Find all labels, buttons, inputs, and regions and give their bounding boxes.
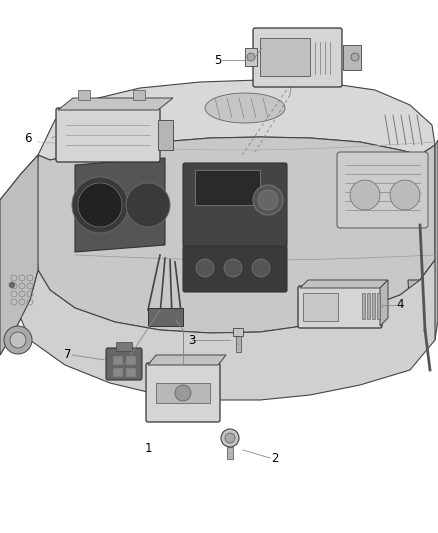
Polygon shape — [0, 155, 38, 355]
Bar — [362, 293, 365, 319]
Circle shape — [196, 259, 214, 277]
Circle shape — [351, 53, 359, 61]
Circle shape — [10, 332, 26, 348]
Polygon shape — [38, 80, 435, 160]
Bar — [195, 170, 260, 205]
Text: 1: 1 — [144, 441, 152, 455]
Ellipse shape — [205, 93, 285, 123]
Polygon shape — [0, 155, 38, 355]
Bar — [227, 447, 233, 459]
Polygon shape — [75, 158, 165, 252]
Circle shape — [175, 385, 191, 401]
FancyBboxPatch shape — [56, 108, 160, 162]
Polygon shape — [15, 260, 435, 400]
Bar — [236, 336, 240, 352]
Circle shape — [247, 53, 255, 61]
Circle shape — [126, 183, 170, 227]
Bar — [343, 45, 361, 70]
Bar — [156, 383, 210, 403]
FancyBboxPatch shape — [183, 246, 287, 292]
Circle shape — [72, 177, 128, 233]
Circle shape — [4, 326, 32, 354]
Bar — [113, 368, 122, 376]
Text: 2: 2 — [271, 451, 279, 464]
Polygon shape — [148, 355, 226, 365]
FancyBboxPatch shape — [146, 363, 220, 422]
Circle shape — [225, 433, 235, 443]
Text: 5: 5 — [214, 53, 222, 67]
FancyBboxPatch shape — [183, 163, 287, 247]
Text: 6: 6 — [24, 132, 32, 144]
Bar — [116, 342, 132, 351]
FancyBboxPatch shape — [337, 152, 428, 228]
Circle shape — [350, 180, 380, 210]
Bar — [233, 328, 243, 336]
Bar — [260, 38, 310, 76]
Circle shape — [224, 259, 242, 277]
FancyBboxPatch shape — [253, 28, 342, 87]
Polygon shape — [408, 140, 438, 340]
Bar — [303, 293, 338, 321]
Bar — [78, 90, 90, 100]
Bar — [148, 308, 183, 326]
Bar — [113, 356, 122, 364]
Bar — [372, 293, 375, 319]
Circle shape — [10, 282, 14, 287]
Polygon shape — [35, 137, 435, 333]
Bar — [126, 368, 135, 376]
Bar — [367, 293, 370, 319]
Circle shape — [252, 259, 270, 277]
Circle shape — [258, 190, 278, 210]
Bar — [245, 48, 257, 66]
Polygon shape — [58, 98, 173, 110]
Polygon shape — [300, 280, 388, 288]
Text: 3: 3 — [188, 334, 196, 346]
Circle shape — [253, 185, 283, 215]
Polygon shape — [380, 280, 388, 326]
FancyBboxPatch shape — [106, 348, 142, 380]
Bar — [377, 293, 380, 319]
Bar — [133, 90, 145, 100]
Bar — [126, 356, 135, 364]
Text: 7: 7 — [64, 349, 72, 361]
Circle shape — [78, 183, 122, 227]
Text: 4: 4 — [396, 298, 404, 311]
Circle shape — [221, 429, 239, 447]
FancyBboxPatch shape — [298, 286, 382, 328]
Circle shape — [390, 180, 420, 210]
Bar — [158, 120, 173, 150]
